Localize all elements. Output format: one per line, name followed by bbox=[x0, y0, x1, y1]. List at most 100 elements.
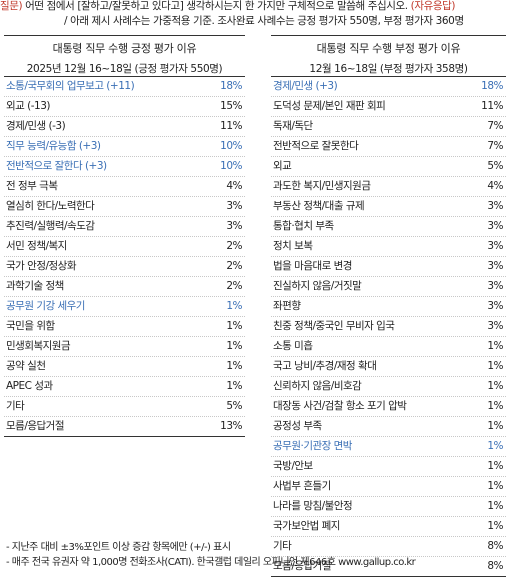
reason-label: 독재/독단 bbox=[273, 120, 313, 132]
negative-reasons-table: 대통령 직무 수행 부정 평가 이유 12월 16~18일 (부정 평가자 35… bbox=[271, 35, 506, 577]
reason-label: 법을 마음대로 변경 bbox=[273, 260, 352, 272]
reason-label: 국방/안보 bbox=[273, 460, 313, 472]
reason-label: 진실하지 않음/거짓말 bbox=[273, 280, 362, 292]
question-line: 질문) 어떤 점에서 [잘하고/잘못하고 있다고] 생각하시는지 한 가지만 구… bbox=[0, 0, 455, 13]
reason-percent: 1% bbox=[487, 520, 503, 532]
question-prefix: 질문) bbox=[0, 0, 23, 12]
table-row: 경제/민생 (+3) 18% bbox=[271, 77, 506, 97]
reason-label: 전반적으로 잘못한다 bbox=[273, 140, 359, 152]
positive-reasons-table: 대통령 직무 수행 긍정 평가 이유 2025년 12월 16~18일 (긍정 … bbox=[4, 35, 245, 437]
table-row: 민생회복지원금 1% bbox=[4, 337, 245, 357]
table-row: 진실하지 않음/거짓말 3% bbox=[271, 277, 506, 297]
reason-percent: 3% bbox=[487, 200, 503, 212]
reason-label: 국가보안법 폐지 bbox=[273, 520, 340, 532]
reason-percent: 2% bbox=[226, 280, 242, 292]
table-row: 국방/안보 1% bbox=[271, 457, 506, 477]
reason-percent: 1% bbox=[487, 360, 503, 372]
table-header: 대통령 직무 수행 부정 평가 이유 12월 16~18일 (부정 평가자 35… bbox=[271, 35, 506, 77]
table-row: 전반적으로 잘한다 (+3) 10% bbox=[4, 157, 245, 177]
reason-percent: 3% bbox=[487, 240, 503, 252]
reason-percent: 1% bbox=[226, 380, 242, 392]
table-row: 기타 8% bbox=[271, 537, 506, 557]
table-row: 국가보안법 폐지 1% bbox=[271, 517, 506, 537]
reason-percent: 1% bbox=[226, 300, 242, 312]
table-row: 국가 안정/정상화 2% bbox=[4, 257, 245, 277]
reason-label: 경제/민생 (-3) bbox=[6, 120, 66, 132]
table-row: APEC 성과 1% bbox=[4, 377, 245, 397]
reason-percent: 1% bbox=[487, 460, 503, 472]
reason-label: 국고 낭비/추경/재정 확대 bbox=[273, 360, 377, 372]
table-row: 통합·협치 부족 3% bbox=[271, 217, 506, 237]
reason-percent: 1% bbox=[226, 320, 242, 332]
table-row: 소통/국무회의 업무보고 (+11) 18% bbox=[4, 77, 245, 97]
reason-percent: 4% bbox=[487, 180, 503, 192]
reason-label: 외교 (-13) bbox=[6, 100, 51, 112]
reason-percent: 3% bbox=[487, 280, 503, 292]
reason-label: 정치 보복 bbox=[273, 240, 313, 252]
table-row: 경제/민생 (-3) 11% bbox=[4, 117, 245, 137]
reason-label: 나라를 망침/불안정 bbox=[273, 500, 353, 512]
reason-percent: 1% bbox=[226, 360, 242, 372]
reason-label: 국가 안정/정상화 bbox=[6, 260, 77, 272]
reason-percent: 3% bbox=[226, 200, 242, 212]
reason-percent: 1% bbox=[487, 500, 503, 512]
table-header: 대통령 직무 수행 긍정 평가 이유 2025년 12월 16~18일 (긍정 … bbox=[4, 35, 245, 77]
reason-percent: 2% bbox=[226, 240, 242, 252]
footnote-source: - 매주 전국 유권자 약 1,000명 전화조사(CATI). 한국갤럽 데일… bbox=[6, 557, 416, 568]
table-row: 나라를 망침/불안정 1% bbox=[271, 497, 506, 517]
reason-label: 부동산 정책/대출 규제 bbox=[273, 200, 365, 212]
reason-label: 공정성 부족 bbox=[273, 420, 322, 432]
reason-percent: 1% bbox=[487, 400, 503, 412]
table-subtitle: 12월 16~18일 (부정 평가자 358명) bbox=[309, 63, 468, 75]
table-row: 부동산 정책/대출 규제 3% bbox=[271, 197, 506, 217]
reason-label: 공무원 기강 세우기 bbox=[6, 300, 85, 312]
reason-percent: 2% bbox=[226, 260, 242, 272]
table-row: 공약 실천 1% bbox=[4, 357, 245, 377]
reason-percent: 8% bbox=[487, 560, 503, 572]
reason-label: 소통 미흡 bbox=[273, 340, 313, 352]
reason-label: 기타 bbox=[6, 400, 25, 412]
table-title: 대통령 직무 수행 긍정 평가 이유 bbox=[52, 42, 197, 55]
table-row: 기타 5% bbox=[4, 397, 245, 417]
table-row: 공정성 부족 1% bbox=[271, 417, 506, 437]
reason-label: 외교 bbox=[273, 160, 292, 172]
reason-label: 사법부 흔들기 bbox=[273, 480, 331, 492]
table-row: 법을 마음대로 변경 3% bbox=[271, 257, 506, 277]
table-title: 대통령 직무 수행 부정 평가 이유 bbox=[316, 42, 461, 55]
table-subtitle: 2025년 12월 16~18일 (긍정 평가자 550명) bbox=[26, 63, 223, 75]
reason-label: 전반적으로 잘한다 (+3) bbox=[6, 160, 107, 172]
reason-label: 친중 정책/중국인 무비자 입국 bbox=[273, 320, 395, 332]
sample-note: / 아래 제시 사례수는 가중적용 기준. 조사완료 사례수는 긍정 평가자 5… bbox=[64, 15, 464, 27]
table-row: 공무원 기강 세우기 1% bbox=[4, 297, 245, 317]
free-response-tag: (자유응답) bbox=[407, 0, 456, 12]
reason-label: APEC 성과 bbox=[6, 380, 53, 392]
table-row: 과학기술 정책 2% bbox=[4, 277, 245, 297]
reason-label: 공약 실천 bbox=[6, 360, 46, 372]
table-row: 대장동 사건/검찰 항소 포기 압박 1% bbox=[271, 397, 506, 417]
table-row: 열심히 한다/노력한다 3% bbox=[4, 197, 245, 217]
table-row: 정치 보복 3% bbox=[271, 237, 506, 257]
table-row: 과도한 복지/민생지원금 4% bbox=[271, 177, 506, 197]
table-row: 소통 미흡 1% bbox=[271, 337, 506, 357]
table-row: 공무원·기관장 면박 1% bbox=[271, 437, 506, 457]
reason-label: 통합·협치 부족 bbox=[273, 220, 334, 232]
table-row: 외교 5% bbox=[271, 157, 506, 177]
reason-label: 모름/응답거절 bbox=[273, 560, 332, 572]
table-row: 모름/응답거절 13% bbox=[4, 417, 245, 437]
reason-label: 추진력/실행력/속도감 bbox=[6, 220, 95, 232]
table-row: 좌편향 3% bbox=[271, 297, 506, 317]
reason-percent: 1% bbox=[487, 380, 503, 392]
reason-percent: 15% bbox=[220, 100, 242, 112]
table-row: 친중 정책/중국인 무비자 입국 3% bbox=[271, 317, 506, 337]
table-row: 추진력/실행력/속도감 3% bbox=[4, 217, 245, 237]
table-row: 도덕성 문제/본인 재판 회피 11% bbox=[271, 97, 506, 117]
reason-percent: 13% bbox=[220, 420, 242, 432]
reason-label: 좌편향 bbox=[273, 300, 301, 312]
reason-label: 경제/민생 (+3) bbox=[273, 80, 338, 92]
reason-label: 과도한 복지/민생지원금 bbox=[273, 180, 371, 192]
reason-percent: 5% bbox=[226, 400, 242, 412]
table-row: 국민을 위함 1% bbox=[4, 317, 245, 337]
reason-percent: 10% bbox=[220, 140, 242, 152]
reason-percent: 1% bbox=[487, 440, 503, 452]
reason-percent: 4% bbox=[226, 180, 242, 192]
